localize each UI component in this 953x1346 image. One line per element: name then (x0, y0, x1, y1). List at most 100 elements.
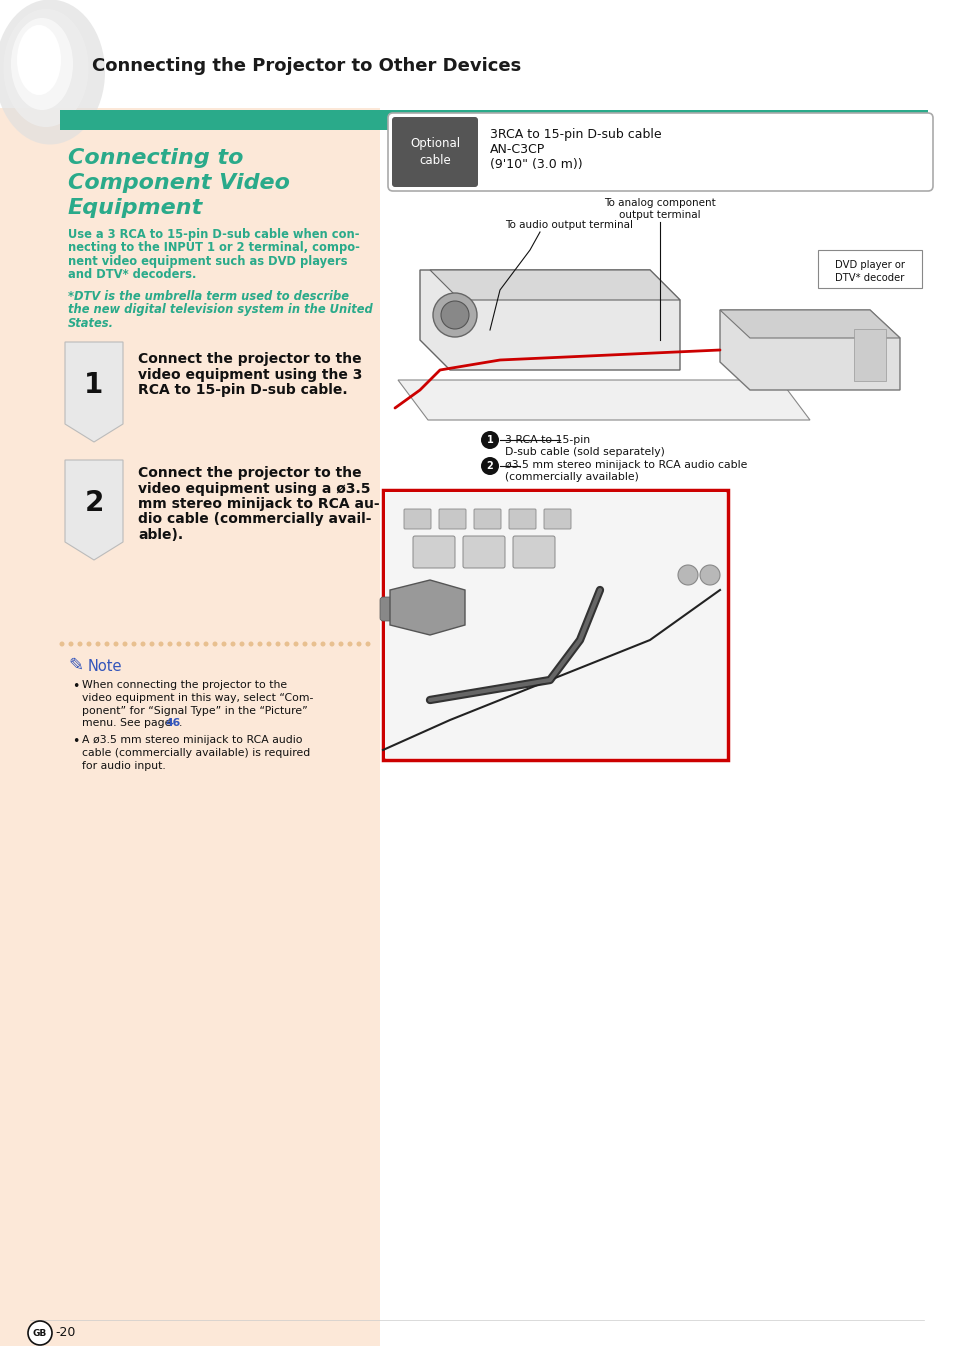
Polygon shape (65, 460, 123, 560)
Circle shape (113, 642, 118, 646)
Text: ✎: ✎ (68, 657, 83, 674)
Text: •: • (71, 680, 79, 693)
Circle shape (433, 293, 476, 336)
FancyBboxPatch shape (60, 110, 927, 131)
Text: video equipment using a ø3.5: video equipment using a ø3.5 (138, 482, 370, 495)
Circle shape (275, 642, 280, 646)
Circle shape (231, 642, 235, 646)
Text: able).: able). (138, 528, 183, 542)
Text: RCA to 15-pin D-sub cable.: RCA to 15-pin D-sub cable. (138, 384, 347, 397)
Text: 3RCA to 15-pin D-sub cable: 3RCA to 15-pin D-sub cable (490, 128, 661, 141)
Circle shape (440, 302, 469, 328)
Text: output terminal: output terminal (618, 210, 700, 219)
Text: Connect the projector to the: Connect the projector to the (138, 353, 361, 366)
Text: video equipment using the 3: video equipment using the 3 (138, 367, 362, 381)
FancyBboxPatch shape (392, 117, 477, 187)
Text: necting to the INPUT 1 or 2 terminal, compo-: necting to the INPUT 1 or 2 terminal, co… (68, 241, 359, 254)
Text: cable (commercially available) is required: cable (commercially available) is requir… (82, 748, 310, 758)
Text: 1: 1 (84, 371, 104, 398)
Text: Equipment: Equipment (68, 198, 203, 218)
Text: To audio output terminal: To audio output terminal (504, 219, 633, 230)
Circle shape (122, 642, 128, 646)
Text: Use a 3 RCA to 15-pin D-sub cable when con-: Use a 3 RCA to 15-pin D-sub cable when c… (68, 227, 359, 241)
Circle shape (480, 431, 498, 450)
Text: -20: -20 (55, 1327, 75, 1339)
Circle shape (338, 642, 343, 646)
Text: To analog component: To analog component (603, 198, 715, 209)
Text: .: . (179, 719, 182, 728)
Circle shape (329, 642, 335, 646)
Circle shape (185, 642, 191, 646)
Circle shape (320, 642, 325, 646)
Text: 1: 1 (486, 435, 493, 446)
Polygon shape (390, 580, 464, 635)
Circle shape (150, 642, 154, 646)
Text: for audio input.: for audio input. (82, 760, 166, 771)
Text: ponent” for “Signal Type” in the “Picture”: ponent” for “Signal Type” in the “Pictur… (82, 705, 308, 716)
Text: Connect the projector to the: Connect the projector to the (138, 466, 361, 481)
Circle shape (678, 565, 698, 586)
Text: nent video equipment such as DVD players: nent video equipment such as DVD players (68, 254, 347, 268)
Circle shape (312, 642, 316, 646)
Circle shape (28, 1320, 52, 1345)
Polygon shape (720, 310, 899, 338)
Polygon shape (430, 271, 679, 300)
Circle shape (194, 642, 199, 646)
Circle shape (700, 565, 720, 586)
Ellipse shape (0, 0, 105, 144)
FancyBboxPatch shape (0, 108, 379, 1346)
Text: Connecting to: Connecting to (68, 148, 243, 168)
Circle shape (266, 642, 272, 646)
Circle shape (59, 642, 65, 646)
Text: (9'10" (3.0 m)): (9'10" (3.0 m)) (490, 157, 582, 171)
Text: AN-C3CP: AN-C3CP (490, 143, 545, 156)
Ellipse shape (11, 17, 73, 110)
Text: Connecting the Projector to Other Devices: Connecting the Projector to Other Device… (91, 57, 520, 75)
Circle shape (158, 642, 163, 646)
Text: mm stereo minijack to RCA au-: mm stereo minijack to RCA au- (138, 497, 379, 511)
Circle shape (284, 642, 289, 646)
FancyBboxPatch shape (385, 493, 725, 758)
Text: video equipment in this way, select “Com-: video equipment in this way, select “Com… (82, 693, 313, 703)
Text: 3 RCA to 15-pin: 3 RCA to 15-pin (504, 435, 590, 446)
Circle shape (176, 642, 181, 646)
Text: When connecting the projector to the: When connecting the projector to the (82, 680, 287, 690)
FancyBboxPatch shape (413, 536, 455, 568)
FancyBboxPatch shape (513, 536, 555, 568)
FancyBboxPatch shape (403, 509, 431, 529)
FancyBboxPatch shape (379, 108, 953, 1346)
Text: ø3.5 mm stereo minijack to RCA audio cable: ø3.5 mm stereo minijack to RCA audio cab… (504, 460, 746, 470)
Circle shape (95, 642, 100, 646)
Text: D-sub cable (sold separately): D-sub cable (sold separately) (504, 447, 664, 458)
Text: and DTV* decoders.: and DTV* decoders. (68, 268, 196, 281)
Polygon shape (419, 271, 679, 370)
Circle shape (356, 642, 361, 646)
Ellipse shape (4, 9, 89, 127)
FancyBboxPatch shape (388, 113, 932, 191)
FancyBboxPatch shape (438, 509, 465, 529)
FancyBboxPatch shape (462, 536, 504, 568)
FancyBboxPatch shape (543, 509, 571, 529)
Circle shape (294, 642, 298, 646)
Circle shape (168, 642, 172, 646)
Circle shape (203, 642, 209, 646)
Text: Optional
cable: Optional cable (410, 137, 459, 167)
Text: menu. See page: menu. See page (82, 719, 174, 728)
Text: 2: 2 (84, 489, 104, 517)
Circle shape (105, 642, 110, 646)
Text: GB: GB (32, 1329, 47, 1338)
FancyBboxPatch shape (382, 490, 727, 760)
Circle shape (132, 642, 136, 646)
Text: Component Video: Component Video (68, 174, 290, 192)
Circle shape (347, 642, 352, 646)
Circle shape (239, 642, 244, 646)
Text: 46: 46 (166, 719, 181, 728)
Text: A ø3.5 mm stereo minijack to RCA audio: A ø3.5 mm stereo minijack to RCA audio (82, 735, 302, 744)
Circle shape (77, 642, 82, 646)
Circle shape (257, 642, 262, 646)
Polygon shape (65, 342, 123, 441)
FancyBboxPatch shape (0, 0, 953, 108)
Polygon shape (397, 380, 809, 420)
Polygon shape (720, 310, 899, 390)
Text: dio cable (commercially avail-: dio cable (commercially avail- (138, 513, 371, 526)
